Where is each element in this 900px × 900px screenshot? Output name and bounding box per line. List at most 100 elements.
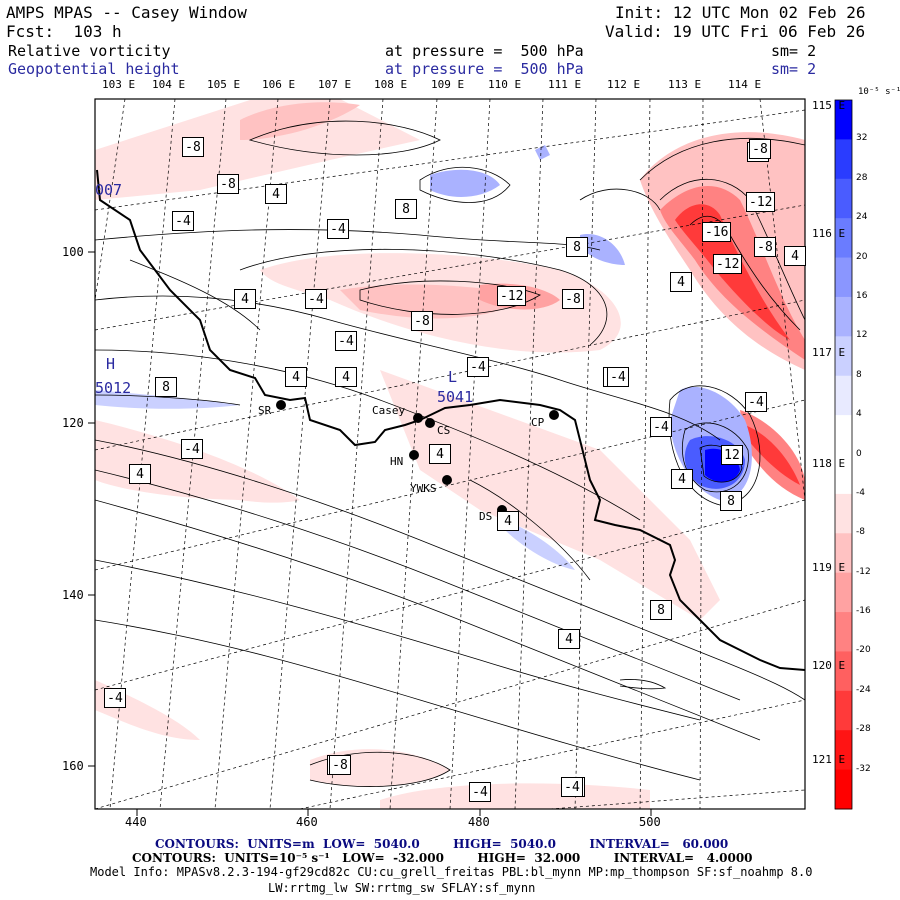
footer-model-info: Model Info: MPASv8.2.3-194-gf29cd82c CU:… [90,865,813,879]
lon-label: 112 E [607,78,641,91]
colorbar-swatch [835,454,852,495]
field2-smooth: sm= 2 [771,60,817,78]
forecast-hour: Fcst: 103 h [6,22,122,41]
station-markers [276,400,559,515]
colorbar-tick-label: 4 [856,409,862,420]
colorbar-tick-label: -32 [856,763,871,774]
contour-label: -4 [172,211,194,231]
colorbar-tick-label: 0 [856,448,862,459]
contour-label: -4 [327,219,349,239]
coastline [96,169,805,671]
lon-label: 111 E [548,78,582,91]
contour-label: -16 [702,222,732,242]
y-axis-label: 140 [62,588,84,602]
footer-model-info-2: LW:rrtmg_lw SW:rrtmg_sw SFLAY:sf_mynn [268,881,536,895]
contour-label: -8 [411,311,433,331]
contour-label: 4 [558,629,580,649]
x-axis-label: 500 [639,815,661,829]
map-frame [94,98,806,810]
lon-label: 115 E [812,99,846,112]
lon-label: 117 E [812,346,846,359]
colorbar [834,99,853,810]
field1-name: Relative vorticity [8,42,171,60]
colorbar-tick-label: -8 [856,527,865,538]
colorbar-swatch [835,375,852,416]
contour-label: -8 [562,289,584,309]
lon-label: 116 E [812,227,846,240]
colorbar-tick-label: 16 [856,290,868,301]
contour-label: -4 [181,439,203,459]
colorbar-tick-label: -12 [856,566,871,577]
station-dot-sr [276,400,286,410]
station-label-cp: CP [531,416,545,429]
lon-label: 110 E [488,78,522,91]
x-axis-label: 460 [296,815,318,829]
colorbar-tick-label: -24 [856,684,871,695]
colorbar-swatch [835,218,852,259]
station-dot-cp [549,410,559,420]
lon-label: 118 E [812,457,846,470]
contour-label: 4 [671,469,693,489]
contour-label: 4 [234,289,256,309]
lon-label: 106 E [262,78,296,91]
contour-label: -8 [754,237,776,257]
high-center-value: 5012 [95,379,132,397]
contour-label: -8 [182,137,204,157]
station-label-casey: Casey [372,404,406,417]
colorbar-swatch [835,572,852,613]
footer-contours-height: CONTOURS: UNITS=m LOW= 5040.0 HIGH= 5040… [155,837,729,851]
contour-label: 4 [335,367,357,387]
station-label-sr: SR [258,404,272,417]
colorbar-swatch [835,100,852,140]
colorbar-swatch [835,178,852,219]
colorbar-frame [834,99,853,810]
contour-label: -8 [749,139,771,159]
contour-label: -4 [561,777,583,797]
station-label-ywks: YWKS [410,482,437,495]
valid-time: Valid: 19 UTC Fri 06 Feb 26 [605,22,866,41]
contour-label: -4 [469,782,491,802]
colorbar-tick-label: 32 [856,133,868,144]
y-axis-label: 100 [62,245,84,259]
field2-level: at pressure = 500 hPa [385,60,584,78]
contour-lines [95,120,805,787]
colorbar-tick-label: 28 [856,172,868,183]
station-label-ds: DS [479,510,493,523]
colorbar-swatch [835,415,852,455]
colorbar-tick-label: -20 [856,645,871,656]
colorbar-swatch [835,730,852,771]
footer-contours-vorticity: CONTOURS: UNITS=10⁻⁵ s⁻¹ LOW= -32.000 HI… [132,851,753,865]
lon-label: 119 E [812,561,846,574]
colorbar-units: 10⁻⁵ s⁻¹ [858,87,900,97]
contour-label: 8 [395,199,417,219]
colorbar-swatch [835,296,852,337]
station-dot-ywks [442,475,452,485]
plot-title: AMPS MPAS -- Casey Window [6,3,247,22]
colorbar-swatch [835,336,852,377]
colorbar-swatch [835,139,852,180]
contour-label: -4 [607,367,629,387]
lon-label: 108 E [374,78,408,91]
contour-label: 4 [670,272,692,292]
low-center-label: L [448,368,458,386]
field1-smooth: sm= 2 [771,42,817,60]
contour-label: 4 [784,246,806,266]
lon-label: 104 E [152,78,186,91]
colorbar-swatch [835,651,852,692]
contour-label: 8 [720,491,742,511]
high-center-label: H [106,355,116,373]
contour-label: 8 [566,237,588,257]
x-axis-label: 480 [468,815,490,829]
contour-label: -8 [217,174,239,194]
contour-label: 4 [429,444,451,464]
contour-label: 8 [650,600,672,620]
lon-label: 105 E [207,78,241,91]
colorbar-tick-label: 12 [856,330,868,341]
field2-name: Geopotential height [8,60,180,78]
colorbar-tick-label: -28 [856,724,871,735]
station-label-cs: CS [437,424,451,437]
colorbar-swatch [835,769,852,810]
contour-label: -12 [746,192,776,212]
contour-label: 4 [497,511,519,531]
